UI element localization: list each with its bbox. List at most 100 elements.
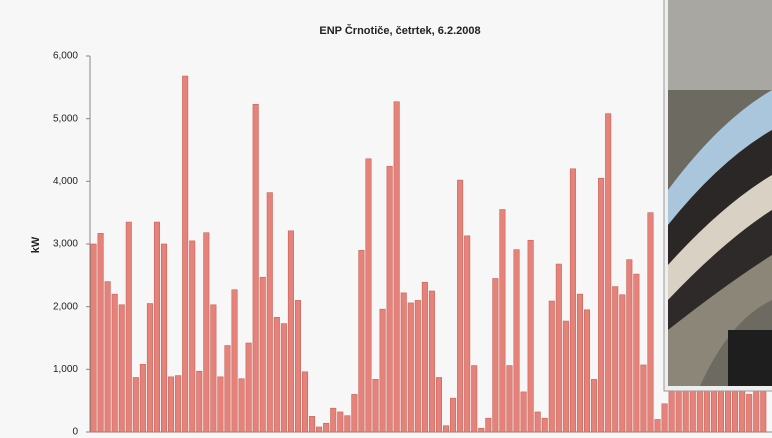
bar: [196, 370, 203, 433]
bar: [534, 411, 541, 433]
bar: [471, 365, 478, 433]
bar: [513, 249, 520, 433]
photo-wall: [668, 0, 772, 90]
bar: [238, 378, 245, 433]
bar: [576, 293, 583, 433]
bar: [492, 278, 499, 433]
bar: [428, 290, 435, 433]
bar: [231, 289, 238, 433]
photo-overlay: [663, 0, 772, 392]
y-tick-label: 2,000: [53, 301, 78, 312]
bar: [450, 397, 457, 433]
bar: [132, 377, 139, 433]
bar: [111, 293, 118, 433]
bar: [527, 239, 534, 433]
bar: [379, 308, 386, 433]
y-axis-label: kW: [30, 236, 42, 253]
bar: [224, 345, 231, 433]
y-tick-label: 4,000: [53, 176, 78, 187]
bar: [386, 165, 393, 433]
bar: [316, 426, 323, 433]
bar: [280, 323, 287, 433]
bar: [555, 263, 562, 433]
bar: [548, 300, 555, 433]
bar: [703, 387, 710, 433]
bar: [612, 286, 619, 433]
bar: [161, 243, 168, 433]
bar: [478, 427, 485, 433]
stripe: [668, 130, 772, 265]
bar: [168, 376, 175, 433]
stripe: [668, 210, 772, 330]
bar: [647, 212, 654, 433]
bar: [365, 158, 372, 433]
y-tick-label: 5,000: [53, 113, 78, 124]
bar: [330, 407, 337, 433]
bar: [309, 416, 316, 433]
bar: [323, 422, 330, 433]
bar: [605, 113, 612, 433]
bar: [746, 394, 753, 433]
bar: [337, 411, 344, 433]
bar: [499, 209, 506, 433]
stripe: [668, 255, 772, 386]
bar: [400, 292, 407, 433]
bar: [598, 177, 605, 433]
bar: [591, 379, 598, 433]
bar: [640, 364, 647, 433]
bar: [407, 302, 414, 433]
bar: [457, 179, 464, 433]
bar: [97, 233, 104, 433]
bar: [654, 419, 661, 433]
bar: [125, 221, 132, 433]
bar: [294, 300, 301, 433]
plot-area: 0 1,000 2,000 3,000 4,000 5,000 6,000: [53, 51, 772, 438]
bar: [90, 243, 97, 433]
stripe: [668, 90, 772, 225]
bar: [259, 276, 266, 433]
bar: [464, 235, 471, 433]
bar: [358, 249, 365, 433]
y-tick-label: 3,000: [53, 239, 78, 250]
bar: [203, 232, 210, 433]
bar: [189, 240, 196, 433]
bar: [146, 303, 153, 433]
bar: [139, 364, 146, 433]
bar: [175, 375, 182, 433]
bar: [393, 101, 400, 433]
bar: [435, 377, 442, 433]
bar: [351, 394, 358, 433]
bar: [506, 365, 513, 433]
y-tick-label: 1,000: [53, 364, 78, 375]
bar: [520, 391, 527, 433]
bar: [182, 75, 189, 433]
bar: [273, 317, 280, 433]
bar: [266, 192, 273, 433]
y-tick-label: 6,000: [53, 51, 78, 62]
bar: [210, 304, 217, 433]
bar: [217, 376, 224, 433]
bar: [442, 425, 450, 433]
photo-object: [728, 330, 772, 386]
bar: [252, 103, 259, 433]
bar: [583, 309, 591, 433]
bar: [344, 415, 351, 433]
bar: [485, 417, 492, 433]
y-tick-label: 0: [72, 427, 78, 438]
bar: [619, 294, 626, 433]
bar: [245, 342, 252, 433]
bar: [372, 379, 379, 433]
bar: [541, 417, 548, 433]
bar: [287, 230, 294, 433]
stripe: [668, 175, 772, 300]
bar: [301, 371, 309, 433]
bar: [562, 320, 569, 433]
bar: [118, 304, 125, 433]
bar: [104, 281, 111, 433]
bar: [421, 281, 428, 433]
bar: [633, 273, 640, 433]
bar: [569, 168, 576, 433]
chart-title: ENP Črnotiče, četrtek, 6.2.2008: [319, 24, 480, 37]
